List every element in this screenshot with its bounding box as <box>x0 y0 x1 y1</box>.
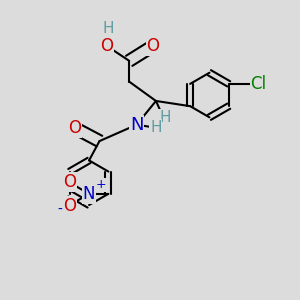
Text: O: O <box>63 173 76 191</box>
Text: N: N <box>83 185 95 203</box>
Text: O: O <box>100 37 113 55</box>
Text: +: + <box>96 178 106 191</box>
Text: Cl: Cl <box>250 75 266 93</box>
Text: O: O <box>146 37 160 55</box>
Text: O: O <box>63 197 76 215</box>
Text: N: N <box>130 116 143 134</box>
Text: O: O <box>68 119 81 137</box>
Text: H: H <box>150 120 162 135</box>
Text: -: - <box>57 203 62 217</box>
Text: H: H <box>159 110 171 125</box>
Text: H: H <box>103 21 114 36</box>
